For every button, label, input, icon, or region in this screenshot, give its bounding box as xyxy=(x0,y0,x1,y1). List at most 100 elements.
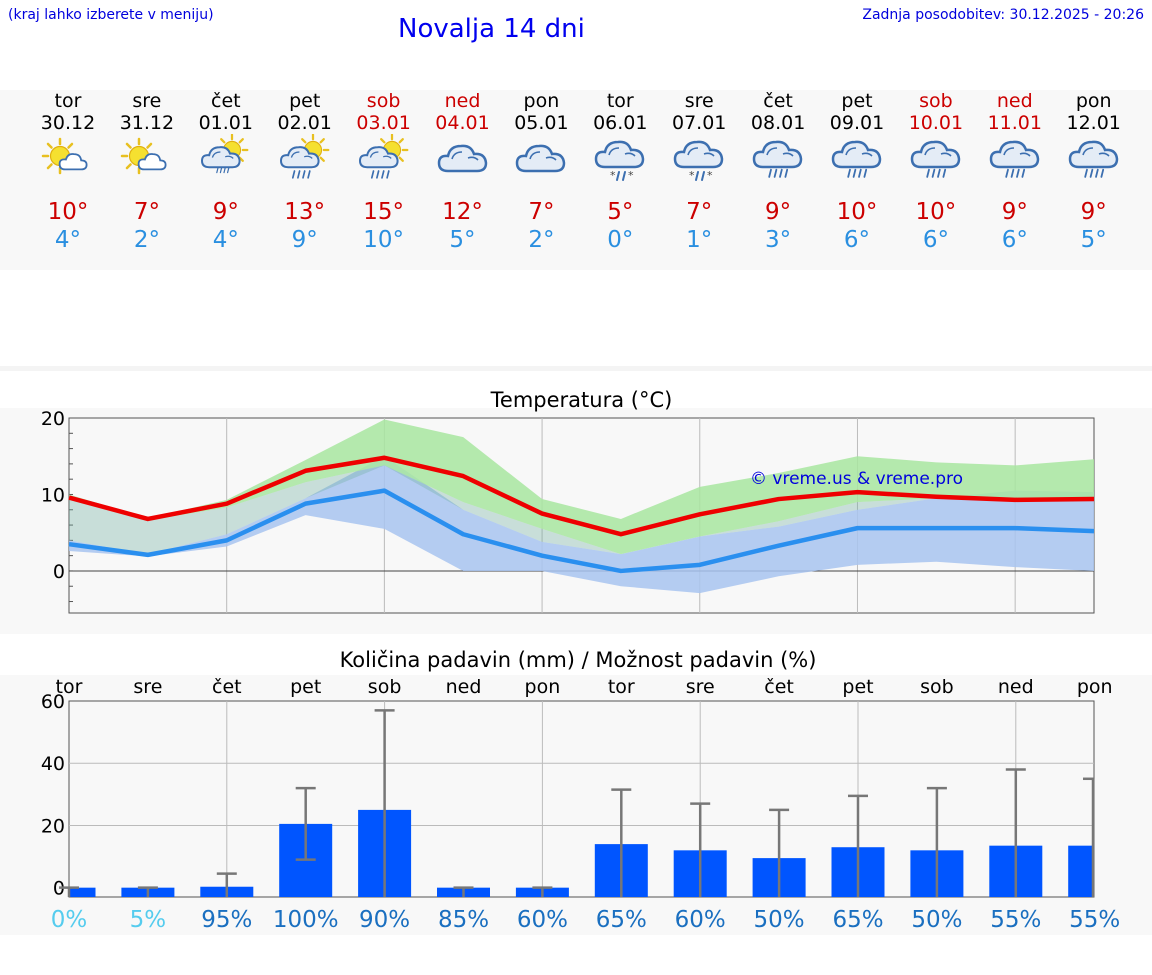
max-temperature: 10° xyxy=(915,199,957,225)
day-name: sob xyxy=(366,90,401,112)
day-date: 12.01 xyxy=(1066,112,1121,134)
location-menu-hint[interactable]: (kraj lahko izberete v meniju) xyxy=(8,7,214,23)
y-tick-label: 20 xyxy=(41,815,65,837)
min-temperature: 0° xyxy=(607,227,634,253)
min-temperature: 6° xyxy=(843,227,871,253)
day-column: pon 12.01 9° 5° xyxy=(1055,90,1133,254)
day-name: sre xyxy=(132,90,162,112)
precipitation-probability: 90% xyxy=(359,907,410,933)
day-column: sob 03.01 15° 10° xyxy=(345,90,423,254)
day-forecast-row: tor 30.12 10° 4° sre 31.12 7° 2° čet 01.01 9° 4° pet… xyxy=(0,90,1152,270)
day-name: pet xyxy=(841,90,873,112)
y-tick-label: 40 xyxy=(41,753,65,775)
sun-cloud-rain-icon xyxy=(279,133,330,179)
y-tick-label: 10 xyxy=(41,484,65,506)
cloudy-icon xyxy=(516,144,566,173)
max-temperature: 10° xyxy=(47,199,89,225)
min-temperature: 10° xyxy=(363,227,404,253)
temperature-chart-title: Temperatura (°C) xyxy=(490,388,673,412)
x-category-label: sre xyxy=(133,676,162,698)
temperature-chart: Temperatura (°C) 20 10 0 © vreme.us & vreme.… xyxy=(41,388,1095,614)
day-column: sob 10.01 10° 6° xyxy=(897,90,975,254)
y-tick-label: 0 xyxy=(53,878,65,900)
sun-partly-cloudy-icon xyxy=(120,137,167,175)
x-category-label: pon xyxy=(1077,676,1113,698)
cloud-sleet-icon xyxy=(673,140,724,183)
day-column: pet 09.01 10° 6° xyxy=(818,90,896,254)
precipitation-bar xyxy=(1068,845,1094,897)
max-temperature: 7° xyxy=(133,199,160,225)
day-name: tor xyxy=(606,90,634,112)
precipitation-probability: 50% xyxy=(911,907,962,933)
day-date: 08.01 xyxy=(750,112,806,134)
min-temperature: 5° xyxy=(449,227,476,253)
day-date: 31.12 xyxy=(119,112,175,134)
day-column: pet 02.01 13° 9° xyxy=(266,90,344,254)
precipitation-probability: 5% xyxy=(130,907,167,933)
day-name: čet xyxy=(763,90,793,112)
x-category-label: sob xyxy=(920,676,954,698)
day-column: čet 08.01 9° 3° xyxy=(739,90,817,254)
x-category-label: sob xyxy=(368,676,402,698)
forecast-strip xyxy=(0,90,1152,270)
day-date: 05.01 xyxy=(514,112,569,134)
precipitation-probability: 0% xyxy=(51,907,88,933)
max-temperature: 15° xyxy=(363,199,404,225)
day-date: 03.01 xyxy=(356,112,411,134)
max-temperature: 10° xyxy=(836,199,878,225)
precipitation-probability: 100% xyxy=(273,907,339,933)
y-tick-label: 0 xyxy=(53,561,65,583)
cloud-sleet-icon xyxy=(595,140,645,183)
precipitation-probability: 50% xyxy=(754,907,805,933)
min-temperature: 6° xyxy=(1001,227,1028,253)
day-column: pon 05.01 7° 2° xyxy=(502,90,580,254)
day-date: 01.01 xyxy=(198,112,253,134)
day-date: 04.01 xyxy=(435,112,490,134)
day-column: sre 31.12 7° 2° xyxy=(108,90,186,254)
min-temperature-band xyxy=(69,456,1094,594)
day-name: pet xyxy=(289,90,321,112)
max-temperature: 13° xyxy=(284,199,326,225)
day-name: čet xyxy=(211,90,241,112)
day-column: tor 30.12 10° 4° xyxy=(29,90,107,254)
min-temperature: 9° xyxy=(291,227,318,253)
watermark: © vreme.us & vreme.pro xyxy=(750,469,963,489)
x-category-label: tor xyxy=(608,676,635,698)
x-category-label: čet xyxy=(764,676,794,698)
day-column: ned 11.01 9° 6° xyxy=(976,90,1054,254)
last-updated: Zadnja posodobitev: 30.12.2025 - 20:26 xyxy=(862,7,1144,23)
day-date: 09.01 xyxy=(829,112,885,134)
precipitation-probability: 85% xyxy=(438,907,489,933)
max-temperature: 9° xyxy=(1001,199,1028,225)
min-temperature: 1° xyxy=(686,227,713,253)
sun-cloud-light-rain-icon xyxy=(200,133,249,174)
day-date: 11.01 xyxy=(987,112,1042,134)
x-category-label: pon xyxy=(525,676,561,698)
min-temperature-line xyxy=(68,488,1095,574)
cloud-rain-icon xyxy=(752,140,803,178)
precipitation-probability: 60% xyxy=(675,907,726,933)
day-name: sre xyxy=(684,90,714,112)
y-tick-label: 20 xyxy=(41,408,65,430)
precipitation-bar xyxy=(69,887,96,897)
cloud-rain-icon xyxy=(989,140,1040,178)
max-temperature: 7° xyxy=(686,199,713,225)
day-date: 02.01 xyxy=(277,112,332,134)
day-date: 07.01 xyxy=(671,112,727,134)
min-temperature: 5° xyxy=(1080,227,1107,253)
x-category-label: sre xyxy=(686,676,715,698)
day-name: tor xyxy=(54,90,82,112)
min-temperature: 2° xyxy=(133,227,160,253)
x-category-label: pet xyxy=(290,676,321,698)
precipitation-chart: Količina padavin (mm) / Možnost padavin … xyxy=(41,648,1120,933)
max-temperature: 9° xyxy=(1080,199,1107,225)
precipitation-probability: 60% xyxy=(517,907,568,933)
max-temperature: 7° xyxy=(528,199,555,225)
sun-cloud-rain-icon xyxy=(358,133,409,179)
day-column: ned 04.01 12° 5° xyxy=(424,90,502,254)
precipitation-probability: 55% xyxy=(1069,907,1120,933)
x-category-label: ned xyxy=(446,676,482,698)
day-name: ned xyxy=(444,90,481,112)
precipitation-probability: 65% xyxy=(832,907,883,933)
max-temperature-line xyxy=(68,455,1095,537)
